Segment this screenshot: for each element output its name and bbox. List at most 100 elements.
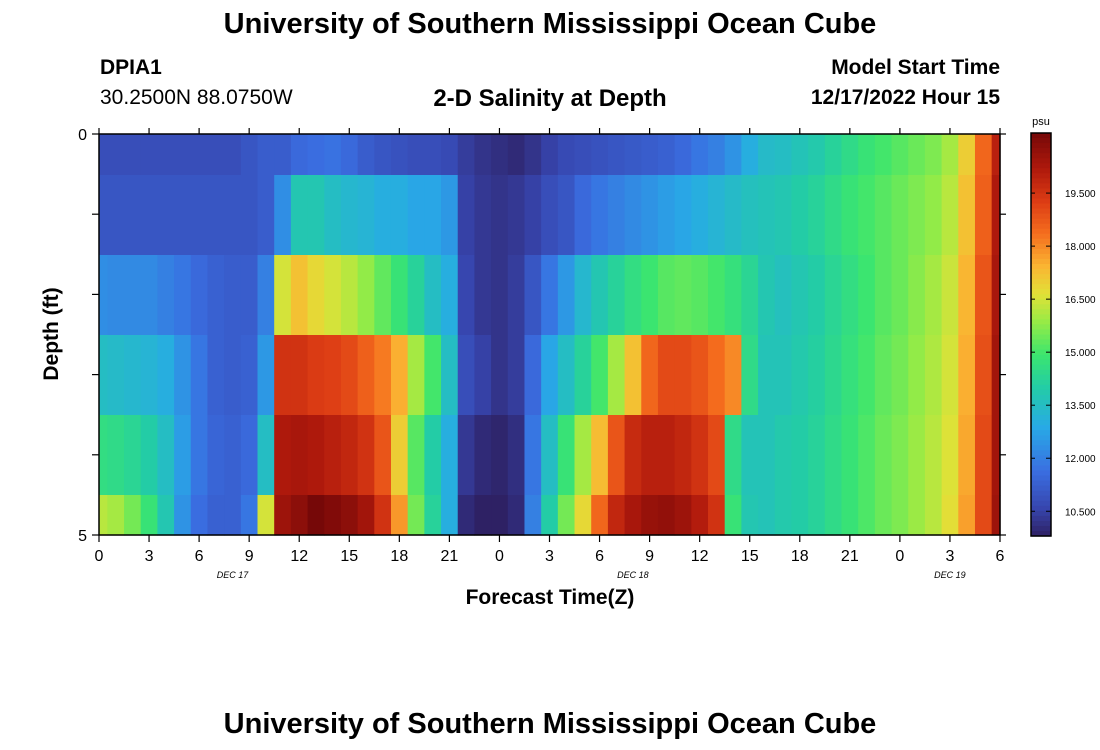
heatmap-cell — [240, 495, 259, 536]
heatmap-cell — [691, 415, 709, 496]
heatmap-cell — [340, 415, 359, 496]
colorbar-tick-label: 10.500 — [1065, 507, 1096, 518]
heatmap-cell — [124, 495, 142, 536]
heatmap-cell — [140, 255, 158, 336]
heatmap-cell — [991, 175, 1001, 256]
colorbar-swatch — [1031, 480, 1051, 487]
heatmap-cell — [257, 134, 275, 176]
heatmap-cell — [841, 335, 859, 416]
heatmap-cell — [424, 175, 442, 256]
colorbar-swatch — [1031, 495, 1051, 502]
heatmap-cell — [908, 175, 926, 256]
heatmap-cell — [357, 255, 375, 336]
heatmap-cell — [791, 415, 809, 496]
heatmap-cell — [407, 415, 425, 496]
heatmap-cell — [874, 415, 893, 496]
heatmap-cell — [557, 495, 576, 536]
heatmap-cell — [557, 175, 576, 256]
heatmap-cell — [374, 255, 392, 336]
x-tick-label: 0 — [95, 548, 104, 565]
heatmap-cell — [891, 335, 909, 416]
heatmap-cell — [974, 415, 993, 496]
heatmap-cell — [190, 175, 209, 256]
heatmap-cell — [674, 335, 692, 416]
heatmap-cell — [274, 175, 292, 256]
heatmap-cell — [774, 134, 793, 176]
heatmap-cell — [624, 415, 642, 496]
heatmap-cell — [741, 495, 759, 536]
heatmap-cell — [724, 175, 742, 256]
heatmap-cell — [140, 175, 158, 256]
heatmap-cell — [140, 134, 158, 176]
heatmap-cell — [124, 134, 142, 176]
colorbar-swatch — [1031, 299, 1051, 305]
heatmap-cell — [140, 335, 158, 416]
heatmap-cell — [874, 255, 893, 336]
heatmap-cell — [507, 175, 526, 256]
colorbar-swatch — [1031, 430, 1051, 436]
colorbar-swatch — [1031, 183, 1051, 190]
colorbar-swatch — [1031, 324, 1051, 331]
heatmap-cell — [674, 415, 692, 496]
heatmap-cell — [557, 415, 576, 496]
heatmap-cell — [99, 495, 108, 536]
heatmap-cell — [107, 335, 125, 416]
colorbar-swatch — [1031, 233, 1051, 240]
heatmap-cell — [140, 495, 158, 536]
colorbar-swatch — [1031, 510, 1051, 517]
station-coords: 30.2500N 88.0750W — [100, 86, 293, 109]
heatmap-cell — [624, 255, 642, 336]
colorbar-swatch — [1031, 354, 1051, 361]
colorbar-swatch — [1031, 389, 1051, 396]
colorbar: 19.500 18.000 16.500 15.000 13.500 12.000 10.5… — [1030, 132, 1096, 537]
colorbar-tick-label: 15.000 — [1065, 348, 1096, 359]
heatmap-cell — [841, 134, 859, 176]
heatmap-cell — [941, 255, 959, 336]
heatmap-cell — [557, 134, 576, 176]
heatmap-cell — [174, 335, 192, 416]
heatmap-cell — [190, 335, 209, 416]
heatmap-cell — [157, 495, 175, 536]
x-tick-label: 3 — [545, 548, 554, 565]
colorbar-swatch — [1031, 359, 1051, 366]
heatmap-cell — [307, 255, 325, 336]
colorbar-swatch — [1031, 334, 1051, 341]
heatmap-cell — [741, 175, 759, 256]
colorbar-swatch — [1031, 203, 1051, 210]
heatmap-cell — [574, 495, 592, 536]
heatmap-cell — [290, 134, 309, 176]
heatmap-cell — [874, 335, 893, 416]
heatmap-cell — [758, 175, 776, 256]
heatmap-cell — [824, 495, 843, 536]
heatmap-cell — [624, 175, 642, 256]
heatmap-cell — [207, 255, 225, 336]
heatmap-cell — [991, 255, 1001, 336]
colorbar-swatch — [1031, 138, 1051, 144]
heatmap-cell — [657, 134, 676, 176]
heatmap-cell — [340, 134, 359, 176]
heatmap-cell — [507, 335, 526, 416]
colorbar-swatch — [1031, 263, 1051, 270]
x-tick-label: 6 — [996, 548, 1005, 565]
x-tick-label: 21 — [841, 548, 859, 565]
colorbar-swatch — [1031, 435, 1051, 441]
heatmap-cell — [708, 255, 726, 336]
heatmap-cell — [491, 175, 509, 256]
heatmap-cell — [457, 415, 476, 496]
heatmap-cell — [708, 495, 726, 536]
heatmap-cell — [491, 335, 509, 416]
heatmap-cell — [574, 415, 592, 496]
heatmap-cell — [958, 134, 976, 176]
heatmap-cell — [691, 255, 709, 336]
colorbar-swatch — [1031, 364, 1051, 371]
heatmap-cell — [290, 415, 309, 496]
heatmap-cell — [674, 175, 692, 256]
heatmap-cell — [541, 134, 559, 176]
heatmap-cell — [708, 415, 726, 496]
heatmap-cell — [441, 495, 459, 536]
colorbar-swatch — [1031, 304, 1051, 310]
heatmap-cell — [424, 255, 442, 336]
heatmap-cell — [207, 415, 225, 496]
heatmap-cell — [741, 415, 759, 496]
heatmap-cell — [157, 415, 175, 496]
